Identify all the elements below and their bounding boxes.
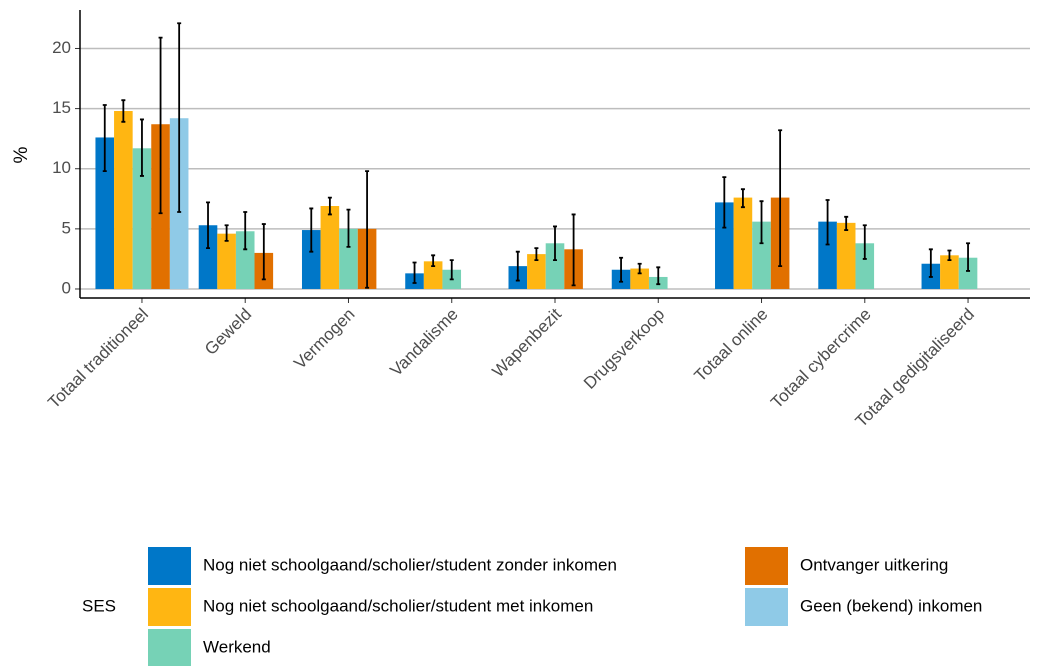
bar bbox=[198, 225, 218, 289]
bar bbox=[715, 202, 734, 289]
bar bbox=[940, 255, 959, 289]
error-bar bbox=[206, 201, 211, 249]
x-tick-label: Vermogen bbox=[290, 305, 358, 373]
error-bar bbox=[365, 170, 370, 289]
bar bbox=[114, 111, 133, 289]
x-tick-label: Totaal cybercrime bbox=[767, 305, 875, 413]
error-bar bbox=[740, 188, 745, 209]
y-tick-label: 5 bbox=[62, 218, 71, 237]
error-bar bbox=[862, 224, 867, 260]
error-bar bbox=[412, 261, 417, 284]
error-bar bbox=[759, 200, 764, 245]
y-tick-label: 20 bbox=[52, 38, 71, 57]
bar bbox=[958, 257, 978, 289]
x-tick-label: Geweld bbox=[201, 305, 255, 359]
error-bar bbox=[553, 225, 557, 262]
bar bbox=[855, 243, 875, 289]
error-bar bbox=[102, 104, 107, 173]
bar bbox=[545, 243, 565, 289]
legend-label: Ontvanger uitkering bbox=[800, 555, 948, 574]
error-bar bbox=[947, 249, 952, 262]
error-bar bbox=[637, 262, 642, 275]
legend-label: Nog niet schoolgaand/scholier/student me… bbox=[203, 596, 593, 615]
error-bar bbox=[139, 118, 144, 177]
error-bar bbox=[309, 207, 314, 253]
error-bar bbox=[778, 129, 783, 268]
error-bar bbox=[121, 99, 126, 123]
error-bar bbox=[571, 213, 576, 287]
legend-key bbox=[745, 547, 788, 585]
bar bbox=[423, 261, 443, 289]
bar bbox=[818, 221, 837, 289]
legend-label: Nog niet schoolgaand/scholier/student zo… bbox=[203, 555, 617, 574]
error-bar bbox=[346, 208, 351, 248]
error-bar bbox=[177, 22, 182, 213]
y-axis-label: % bbox=[11, 146, 32, 163]
error-bar bbox=[722, 176, 727, 229]
legend-key bbox=[148, 588, 191, 626]
legend-key bbox=[148, 629, 191, 666]
bar bbox=[733, 197, 753, 289]
error-bar bbox=[243, 211, 248, 251]
bar bbox=[527, 254, 546, 289]
bar bbox=[630, 268, 649, 289]
legend-label: Geen (bekend) inkomen bbox=[800, 596, 982, 615]
error-bar bbox=[966, 242, 971, 272]
legend-label: Werkend bbox=[203, 637, 271, 656]
error-bar bbox=[619, 256, 624, 283]
error-bar bbox=[327, 196, 332, 216]
error-bar bbox=[261, 223, 266, 281]
bar bbox=[132, 148, 152, 289]
y-tick-label: 10 bbox=[52, 158, 71, 177]
error-bar bbox=[534, 247, 539, 262]
bar bbox=[320, 206, 340, 289]
y-tick-label: 15 bbox=[52, 98, 71, 117]
error-bar bbox=[656, 266, 661, 286]
error-bar bbox=[158, 36, 163, 215]
bar bbox=[301, 230, 321, 289]
legend-key bbox=[745, 588, 788, 626]
legend-title: SES bbox=[82, 596, 116, 615]
x-tick-label: Vandalisme bbox=[386, 305, 461, 380]
error-bar bbox=[844, 215, 849, 231]
x-tick-label: Drugsverkoop bbox=[580, 305, 668, 393]
legend-key bbox=[148, 547, 191, 585]
bar bbox=[752, 221, 771, 289]
x-tick-label: Totaal online bbox=[691, 305, 772, 386]
bar bbox=[836, 222, 856, 289]
error-bar bbox=[515, 250, 520, 282]
error-bar bbox=[224, 224, 229, 242]
error-bar bbox=[825, 199, 830, 246]
x-tick-label: Totaal traditioneel bbox=[44, 305, 152, 413]
bar bbox=[339, 228, 358, 289]
x-tick-label: Wapenbezit bbox=[489, 304, 566, 381]
error-bar bbox=[449, 259, 454, 281]
error-bar bbox=[928, 248, 933, 278]
y-tick-label: 0 bbox=[62, 278, 71, 297]
bar bbox=[95, 137, 115, 289]
bar bbox=[217, 233, 236, 289]
error-bar bbox=[431, 254, 436, 268]
x-tick-label: Totaal gedigitaliseerd bbox=[852, 305, 978, 431]
bar bbox=[235, 231, 255, 289]
